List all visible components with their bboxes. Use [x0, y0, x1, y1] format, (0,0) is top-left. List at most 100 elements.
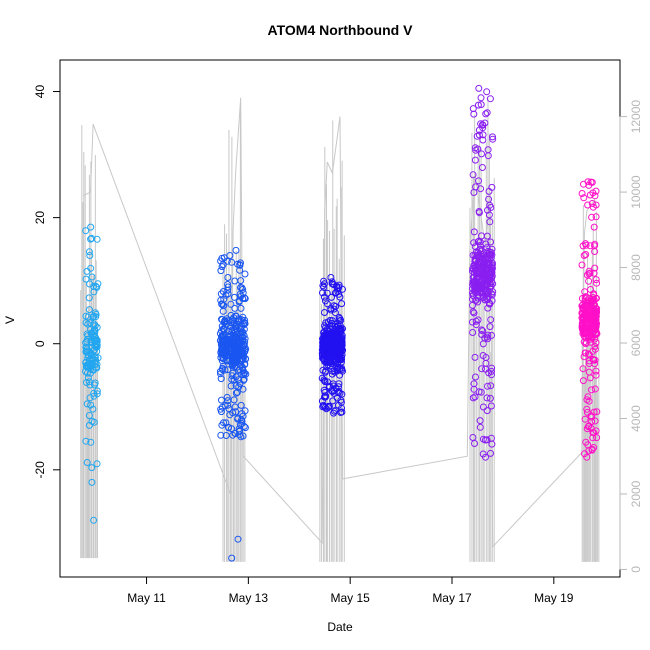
data-point-series-4 [469, 171, 477, 179]
data-point-series-4 [471, 393, 479, 401]
data-point-series-4 [483, 88, 491, 96]
data-point-series-4 [484, 152, 492, 160]
data-point-series-3 [330, 387, 338, 394]
data-point-series-3 [335, 325, 343, 333]
data-point-series-2 [220, 419, 227, 427]
data-point-series-3 [318, 374, 326, 382]
right-tick-label: 8000 [629, 254, 643, 281]
data-point-series-4 [487, 254, 495, 262]
data-point-series-2 [217, 405, 225, 413]
data-point-series-4 [474, 238, 482, 246]
data-point-series-3 [323, 289, 331, 297]
data-point-series-1 [85, 421, 93, 429]
data-point-series-5 [589, 347, 597, 355]
data-point-series-1 [85, 248, 93, 256]
data-point-series-3 [320, 376, 328, 384]
data-point-series-4 [489, 135, 497, 143]
data-point-series-3 [321, 403, 329, 411]
data-point-series-5 [585, 267, 593, 275]
x-tick-label: May 15 [331, 591, 371, 605]
data-point-series-5 [583, 396, 591, 404]
data-point-series-5 [593, 305, 601, 313]
y-axis-label: V [3, 316, 17, 324]
data-point-series-1 [91, 360, 99, 368]
data-point-series-5 [580, 252, 588, 259]
data-point-series-5 [580, 194, 588, 202]
data-point-series-5 [585, 357, 593, 365]
data-point-series-5 [581, 415, 589, 423]
data-point-series-2 [235, 376, 242, 384]
data-point-series-2 [226, 252, 234, 259]
data-point-series-4 [471, 257, 479, 265]
data-point-series-2 [229, 369, 237, 377]
data-point-series-4 [471, 144, 479, 152]
data-point-series-1 [87, 223, 95, 231]
data-point-series-5 [589, 297, 597, 305]
data-point-series-5 [579, 377, 587, 385]
data-point-series-2 [238, 370, 246, 378]
data-point-series-5 [592, 367, 600, 375]
data-point-series-1 [90, 418, 98, 426]
data-point-series-5 [580, 332, 588, 340]
data-point-series-5 [589, 355, 597, 363]
data-point-series-5 [579, 365, 587, 373]
data-point-series-2 [218, 327, 225, 335]
data-point-series-1 [93, 390, 101, 398]
data-point-series-1 [86, 252, 94, 259]
data-point-series-2 [224, 283, 232, 291]
data-point-series-5 [585, 360, 593, 367]
data-point-series-1 [93, 387, 101, 395]
data-point-series-3 [329, 397, 337, 405]
data-point-series-4 [487, 238, 495, 246]
data-point-series-1 [87, 235, 95, 243]
data-points [82, 84, 601, 562]
data-point-series-4 [474, 284, 482, 292]
data-point-series-5 [592, 276, 600, 284]
data-point-series-3 [326, 382, 334, 390]
data-point-series-4 [472, 373, 479, 381]
data-point-series-4 [475, 209, 483, 217]
data-point-series-1 [82, 358, 90, 366]
data-point-series-5 [590, 223, 598, 231]
data-point-series-5 [588, 326, 596, 334]
data-point-series-4 [477, 101, 485, 109]
data-point-series-4 [472, 267, 480, 275]
data-point-series-5 [588, 213, 596, 221]
data-point-series-3 [320, 277, 328, 285]
data-point-series-5 [584, 393, 592, 401]
data-point-series-2 [228, 425, 235, 433]
data-point-series-5 [593, 408, 601, 416]
data-point-series-4 [478, 150, 485, 158]
data-point-series-5 [588, 445, 596, 453]
x-tick-label: May 19 [534, 591, 574, 605]
data-point-series-2 [231, 430, 239, 437]
data-point-series-5 [588, 200, 596, 207]
data-point-series-5 [585, 447, 593, 455]
data-point-series-2 [236, 380, 244, 387]
data-point-series-4 [482, 359, 490, 367]
data-point-series-3 [323, 352, 331, 359]
data-point-series-2 [225, 424, 232, 432]
data-point-series-1 [87, 438, 95, 446]
data-point-series-4 [478, 331, 486, 338]
x-tick-label: May 11 [127, 591, 166, 605]
data-point-series-5 [581, 349, 589, 357]
data-point-series-4 [469, 394, 477, 402]
data-point-series-2 [227, 382, 235, 390]
y-tick-label: 0 [33, 340, 47, 347]
data-point-series-4 [481, 119, 489, 127]
data-point-series-2 [218, 322, 226, 330]
data-point-series-2 [231, 277, 239, 285]
data-point-series-1 [88, 234, 96, 242]
right-tick-label: 10000 [629, 175, 643, 209]
data-point-series-3 [331, 322, 339, 330]
data-point-series-2 [230, 396, 238, 404]
data-point-series-3 [319, 343, 327, 351]
data-point-series-5 [578, 321, 586, 329]
data-point-series-1 [87, 401, 95, 409]
data-point-series-2 [232, 408, 240, 416]
data-point-series-2 [219, 261, 227, 268]
data-point-series-4 [474, 294, 482, 302]
data-point-series-3 [330, 389, 338, 397]
data-point-series-1 [88, 464, 96, 472]
